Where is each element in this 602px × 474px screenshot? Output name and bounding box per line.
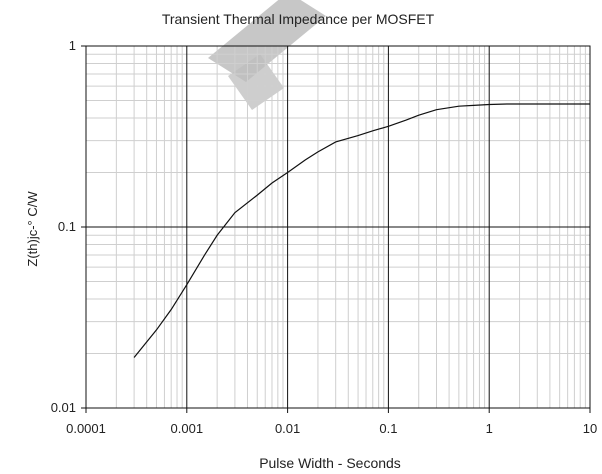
y-axis-ticks: 0.01 0.1 1 <box>51 38 86 415</box>
x-tick-label: 1 <box>486 421 493 436</box>
y-tick-label: 1 <box>69 38 76 53</box>
x-tick-label: 0.0001 <box>66 421 106 436</box>
x-tick-label: 0.1 <box>379 421 397 436</box>
thermal-impedance-curve <box>133 103 590 358</box>
x-tick-label: 0.001 <box>171 421 204 436</box>
chart-title: Transient Thermal Impedance per MOSFET <box>162 11 435 27</box>
x-tick-label: 10 <box>583 421 597 436</box>
y-tick-label: 0.1 <box>58 219 76 234</box>
y-axis-label: Z(th)jc-° C/W <box>25 191 40 267</box>
watermark-stroke-1 <box>208 0 326 82</box>
x-axis-label: Pulse Width - Seconds <box>259 455 401 471</box>
watermark <box>208 0 326 110</box>
x-axis-ticks: 0.0001 0.001 0.01 0.1 1 10 <box>66 408 597 436</box>
x-tick-label: 0.01 <box>275 421 300 436</box>
watermark-stroke-2 <box>228 54 284 110</box>
y-tick-label: 0.01 <box>51 400 76 415</box>
